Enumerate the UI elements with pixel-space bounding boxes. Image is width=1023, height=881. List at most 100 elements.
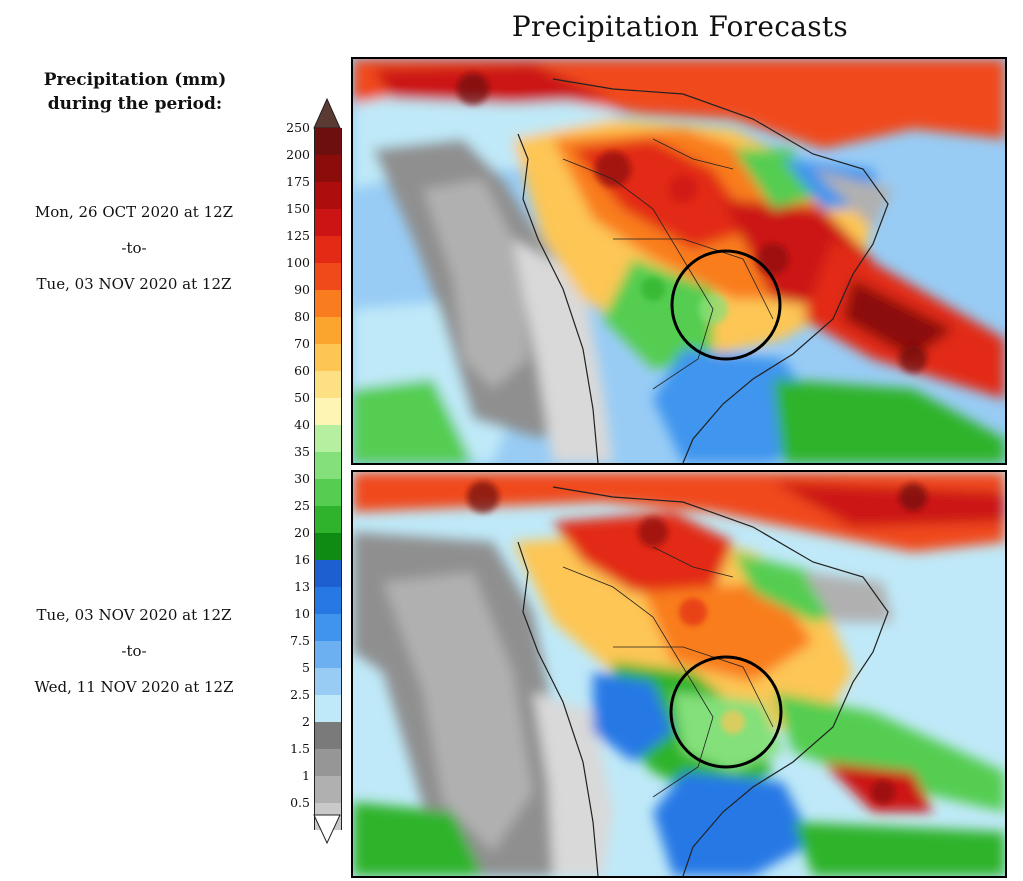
coastline-west: [517, 133, 599, 463]
legend-swatch: [315, 263, 341, 290]
precip-green-southwest: [353, 379, 473, 463]
legend-swatch: [315, 668, 341, 695]
legend-label: 25: [294, 498, 310, 513]
precip-spot: [595, 151, 631, 187]
legend-swatch: [315, 479, 341, 506]
legend-swatch: [315, 371, 341, 398]
legend-label: 175: [286, 174, 310, 189]
period-1-start: Mon, 26 OCT 2020 at 12Z: [34, 203, 234, 221]
forecast-map-2-svg: [353, 472, 1005, 876]
precip-spot: [899, 345, 927, 373]
legend-swatch: [315, 128, 341, 155]
precip-core-northeast: [773, 482, 1005, 527]
legend-swatch: [315, 614, 341, 641]
coastline-east: [552, 78, 889, 463]
dry-northeast-tip: [803, 572, 893, 622]
precip-spot: [669, 175, 697, 203]
legend-label: 90: [294, 282, 310, 297]
chart-title: Precipitation Forecasts: [511, 10, 849, 43]
legend-swatch: [315, 452, 341, 479]
legend-label: 10: [294, 606, 310, 621]
period-2: Tue, 03 NOV 2020 at 12Z -to- Wed, 11 NOV…: [10, 597, 258, 705]
precip-spot: [679, 598, 707, 626]
period-1: Mon, 26 OCT 2020 at 12Z -to- Tue, 03 NOV…: [10, 194, 258, 302]
dry-area-pacific-inner: [423, 179, 528, 389]
precip-core-north: [373, 64, 613, 104]
legend-label: 0.5: [290, 795, 310, 810]
period-2-start: Tue, 03 NOV 2020 at 12Z: [36, 606, 232, 624]
legend-label: 20: [294, 525, 310, 540]
legend-swatch: [315, 722, 341, 749]
precip-blue-west: [593, 672, 673, 762]
precip-spot: [899, 483, 927, 511]
legend-swatch: [315, 290, 341, 317]
period-1-connector: -to-: [121, 239, 147, 257]
precip-spot: [638, 517, 668, 547]
legend-heading-line1: Precipitation (mm): [43, 70, 227, 90]
legend-label: 50: [294, 390, 310, 405]
legend-arrow-bottom: [313, 814, 341, 844]
precip-green-southwest: [353, 802, 483, 876]
legend-swatch: [315, 533, 341, 560]
dry-area-pacific-inner: [383, 572, 533, 852]
precip-atlantic-core: [843, 279, 953, 359]
precip-green-southeast: [773, 379, 1005, 463]
precip-spot: [721, 710, 745, 734]
dry-area-andes: [533, 692, 613, 876]
legend-swatch: [315, 587, 341, 614]
legend-label: 70: [294, 336, 310, 351]
legend-heading: Precipitation (mm) during the period:: [20, 68, 250, 116]
legend-label: 13: [294, 579, 310, 594]
highlight-circle: [670, 249, 782, 361]
precip-spot: [757, 243, 789, 275]
legend-label: 150: [286, 201, 310, 216]
legend-label: 60: [294, 363, 310, 378]
legend-label: 7.5: [290, 633, 310, 648]
legend-label: 1: [302, 768, 310, 783]
legend-swatch: [315, 749, 341, 776]
legend-label: 250: [286, 120, 310, 135]
legend-swatch: [315, 317, 341, 344]
precip-spot: [871, 780, 895, 804]
highlight-circle: [669, 655, 783, 769]
country-borders: [562, 138, 774, 390]
legend-label: 125: [286, 228, 310, 243]
legend-label: 1.5: [290, 741, 310, 756]
legend-label: 5: [302, 660, 310, 675]
legend-swatch: [315, 425, 341, 452]
legend-label: 80: [294, 309, 310, 324]
legend-arrow-top: [313, 98, 341, 129]
legend-swatch: [315, 560, 341, 587]
legend-swatch: [315, 155, 341, 182]
legend-swatch: [315, 209, 341, 236]
precip-blue-south: [653, 772, 813, 876]
legend-label: 2: [302, 714, 310, 729]
legend-swatch: [315, 344, 341, 371]
legend-label: 30: [294, 471, 310, 486]
legend-swatch: [315, 236, 341, 263]
legend-label: 35: [294, 444, 310, 459]
legend-label: 200: [286, 147, 310, 162]
country-borders: [562, 546, 774, 798]
period-2-connector: -to-: [121, 642, 147, 660]
precip-spot: [457, 73, 489, 105]
legend-swatch: [315, 506, 341, 533]
legend-color-bar: [314, 128, 342, 830]
forecast-map-1: [351, 57, 1007, 465]
precip-spot: [467, 481, 499, 513]
precip-spot: [641, 277, 665, 301]
legend-label: 2.5: [290, 687, 310, 702]
legend-label: 16: [294, 552, 310, 567]
precip-continent-core: [553, 512, 733, 592]
period-1-end: Tue, 03 NOV 2020 at 12Z: [36, 275, 232, 293]
period-2-end: Wed, 11 NOV 2020 at 12Z: [34, 678, 234, 696]
forecast-map-2: [351, 470, 1007, 878]
legend-label: 40: [294, 417, 310, 432]
coastline-east: [552, 486, 889, 876]
legend-heading-line2: during the period:: [47, 94, 223, 114]
precip-green-southeast: [793, 822, 1005, 876]
legend-swatch: [315, 182, 341, 209]
coastline-west: [517, 541, 599, 876]
legend-swatch: [315, 776, 341, 803]
forecast-map-1-svg: [353, 59, 1005, 463]
